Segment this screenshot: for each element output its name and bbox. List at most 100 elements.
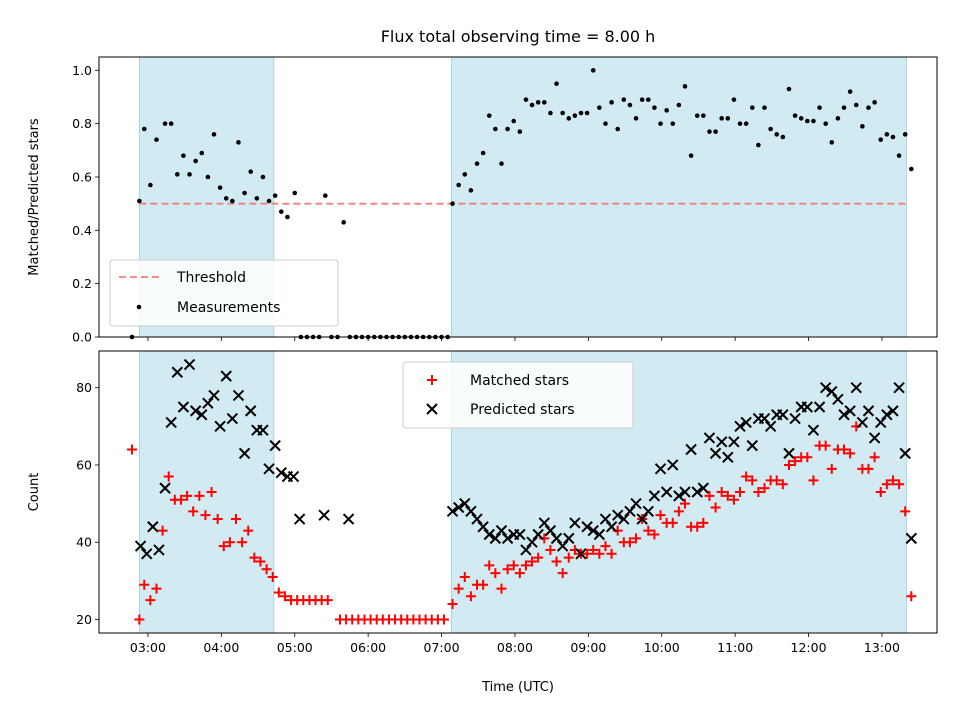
matched-star-point bbox=[594, 548, 605, 559]
matched-star-point bbox=[802, 452, 813, 463]
matched-star-point bbox=[692, 521, 703, 532]
matched-star-point bbox=[134, 614, 145, 625]
measurement-point bbox=[835, 116, 841, 121]
matched-star-point bbox=[894, 479, 905, 490]
measurement-point bbox=[737, 121, 743, 126]
legend-predicted-label: Predicted stars bbox=[470, 402, 575, 418]
measurement-point bbox=[639, 97, 645, 102]
matched-star-point bbox=[875, 487, 886, 497]
matched-star-point bbox=[845, 448, 856, 459]
predicted-star-point bbox=[862, 405, 875, 417]
legend-matched-swatch bbox=[427, 375, 437, 385]
measurement-point bbox=[798, 116, 804, 121]
measurement-point bbox=[872, 100, 877, 105]
matched-star-point bbox=[631, 533, 642, 544]
measurement-point bbox=[676, 102, 682, 108]
predicted-star-point bbox=[789, 412, 801, 425]
measurement-point bbox=[719, 116, 724, 121]
measurement-point bbox=[266, 198, 272, 204]
predicted-star-point bbox=[630, 497, 642, 510]
predicted-star-point bbox=[893, 381, 905, 394]
measurement-point bbox=[292, 190, 298, 196]
matched-star-point bbox=[716, 487, 727, 497]
legend-measurement-label: Measurements bbox=[177, 300, 280, 316]
y-tick-label: 0.2 bbox=[72, 276, 92, 291]
predicted-star-point bbox=[777, 409, 789, 421]
predicted-star-point bbox=[813, 401, 826, 413]
predicted-star-point bbox=[605, 521, 618, 533]
measurement-point bbox=[193, 158, 198, 164]
matched-star-point bbox=[237, 537, 248, 548]
predicted-star-point bbox=[159, 482, 171, 494]
predicted-star-point bbox=[483, 528, 495, 541]
matched-star-point bbox=[175, 494, 186, 505]
predicted-star-point bbox=[667, 459, 679, 471]
predicted-star-point bbox=[868, 432, 881, 444]
x-tick-label: 05:00 bbox=[277, 640, 313, 655]
measurement-point bbox=[627, 102, 633, 108]
matched-star-point bbox=[453, 583, 464, 594]
measurement-point bbox=[774, 132, 780, 137]
x-axis-label: Time (UTC) bbox=[481, 680, 554, 695]
measurement-point bbox=[462, 172, 468, 177]
measurement-point bbox=[713, 129, 718, 134]
legend-box bbox=[109, 259, 339, 327]
matched-star-point bbox=[127, 444, 138, 455]
predicted-star-point bbox=[691, 486, 703, 498]
predicted-star-point bbox=[269, 439, 281, 452]
predicted-star-point bbox=[501, 532, 514, 545]
predicted-star-point bbox=[734, 420, 746, 433]
matched-star-point bbox=[249, 552, 260, 563]
legend-matched-label: Matched stars bbox=[470, 373, 569, 389]
measurement-point bbox=[174, 172, 180, 177]
panel-counts: 03:00 04:00 05:00 06:00 07:00 08:00 09:00 10:00… bbox=[27, 350, 938, 655]
matched-star-point bbox=[777, 479, 788, 490]
measurement-point bbox=[615, 126, 621, 132]
measurement-point bbox=[749, 105, 755, 110]
predicted-star-point bbox=[214, 420, 226, 433]
measurement-point bbox=[780, 134, 786, 140]
matched-star-point bbox=[200, 510, 211, 521]
y-tick-label: 1.0 bbox=[72, 63, 92, 78]
measurement-point bbox=[896, 153, 902, 158]
predicted-star-point bbox=[134, 540, 147, 552]
x-tick-label: 04:00 bbox=[203, 640, 239, 655]
matched-star-point bbox=[163, 471, 174, 482]
measurement-point bbox=[664, 108, 669, 113]
predicted-star-point bbox=[826, 385, 838, 398]
predicted-star-point bbox=[715, 436, 728, 448]
predicted-star-point bbox=[532, 528, 544, 541]
matched-star-point bbox=[679, 498, 690, 509]
measurement-point bbox=[242, 190, 247, 196]
predicted-star-point bbox=[881, 409, 893, 421]
measurement-point bbox=[847, 89, 853, 94]
measurement-point bbox=[535, 100, 541, 105]
measurement-point bbox=[841, 105, 847, 110]
measurement-point bbox=[560, 110, 565, 116]
measurement-point bbox=[474, 161, 480, 166]
legend-bottom: Matched stars Predicted stars bbox=[402, 361, 634, 429]
matched-star-point bbox=[667, 517, 678, 528]
predicted-star-point bbox=[709, 447, 722, 460]
predicted-star-point bbox=[905, 532, 918, 545]
predicted-star-point bbox=[232, 389, 245, 402]
predicted-star-point bbox=[550, 532, 563, 545]
matched-star-point bbox=[551, 556, 562, 567]
measurement-point bbox=[823, 121, 828, 126]
measurement-point bbox=[597, 105, 602, 110]
measurement-point bbox=[701, 113, 706, 118]
matched-star-point bbox=[606, 548, 617, 559]
matched-star-point bbox=[839, 444, 850, 455]
matched-star-point bbox=[698, 517, 709, 528]
predicted-star-point bbox=[783, 447, 795, 460]
predicted-star-point bbox=[899, 447, 911, 460]
measurement-point bbox=[499, 161, 504, 166]
measurement-point bbox=[590, 68, 596, 73]
matched-star-point bbox=[881, 479, 892, 490]
predicted-star-point bbox=[679, 486, 691, 498]
predicted-star-point bbox=[556, 540, 569, 552]
measurement-point bbox=[731, 97, 737, 102]
matched-star-point bbox=[322, 595, 333, 606]
matched-star-point bbox=[145, 595, 156, 606]
